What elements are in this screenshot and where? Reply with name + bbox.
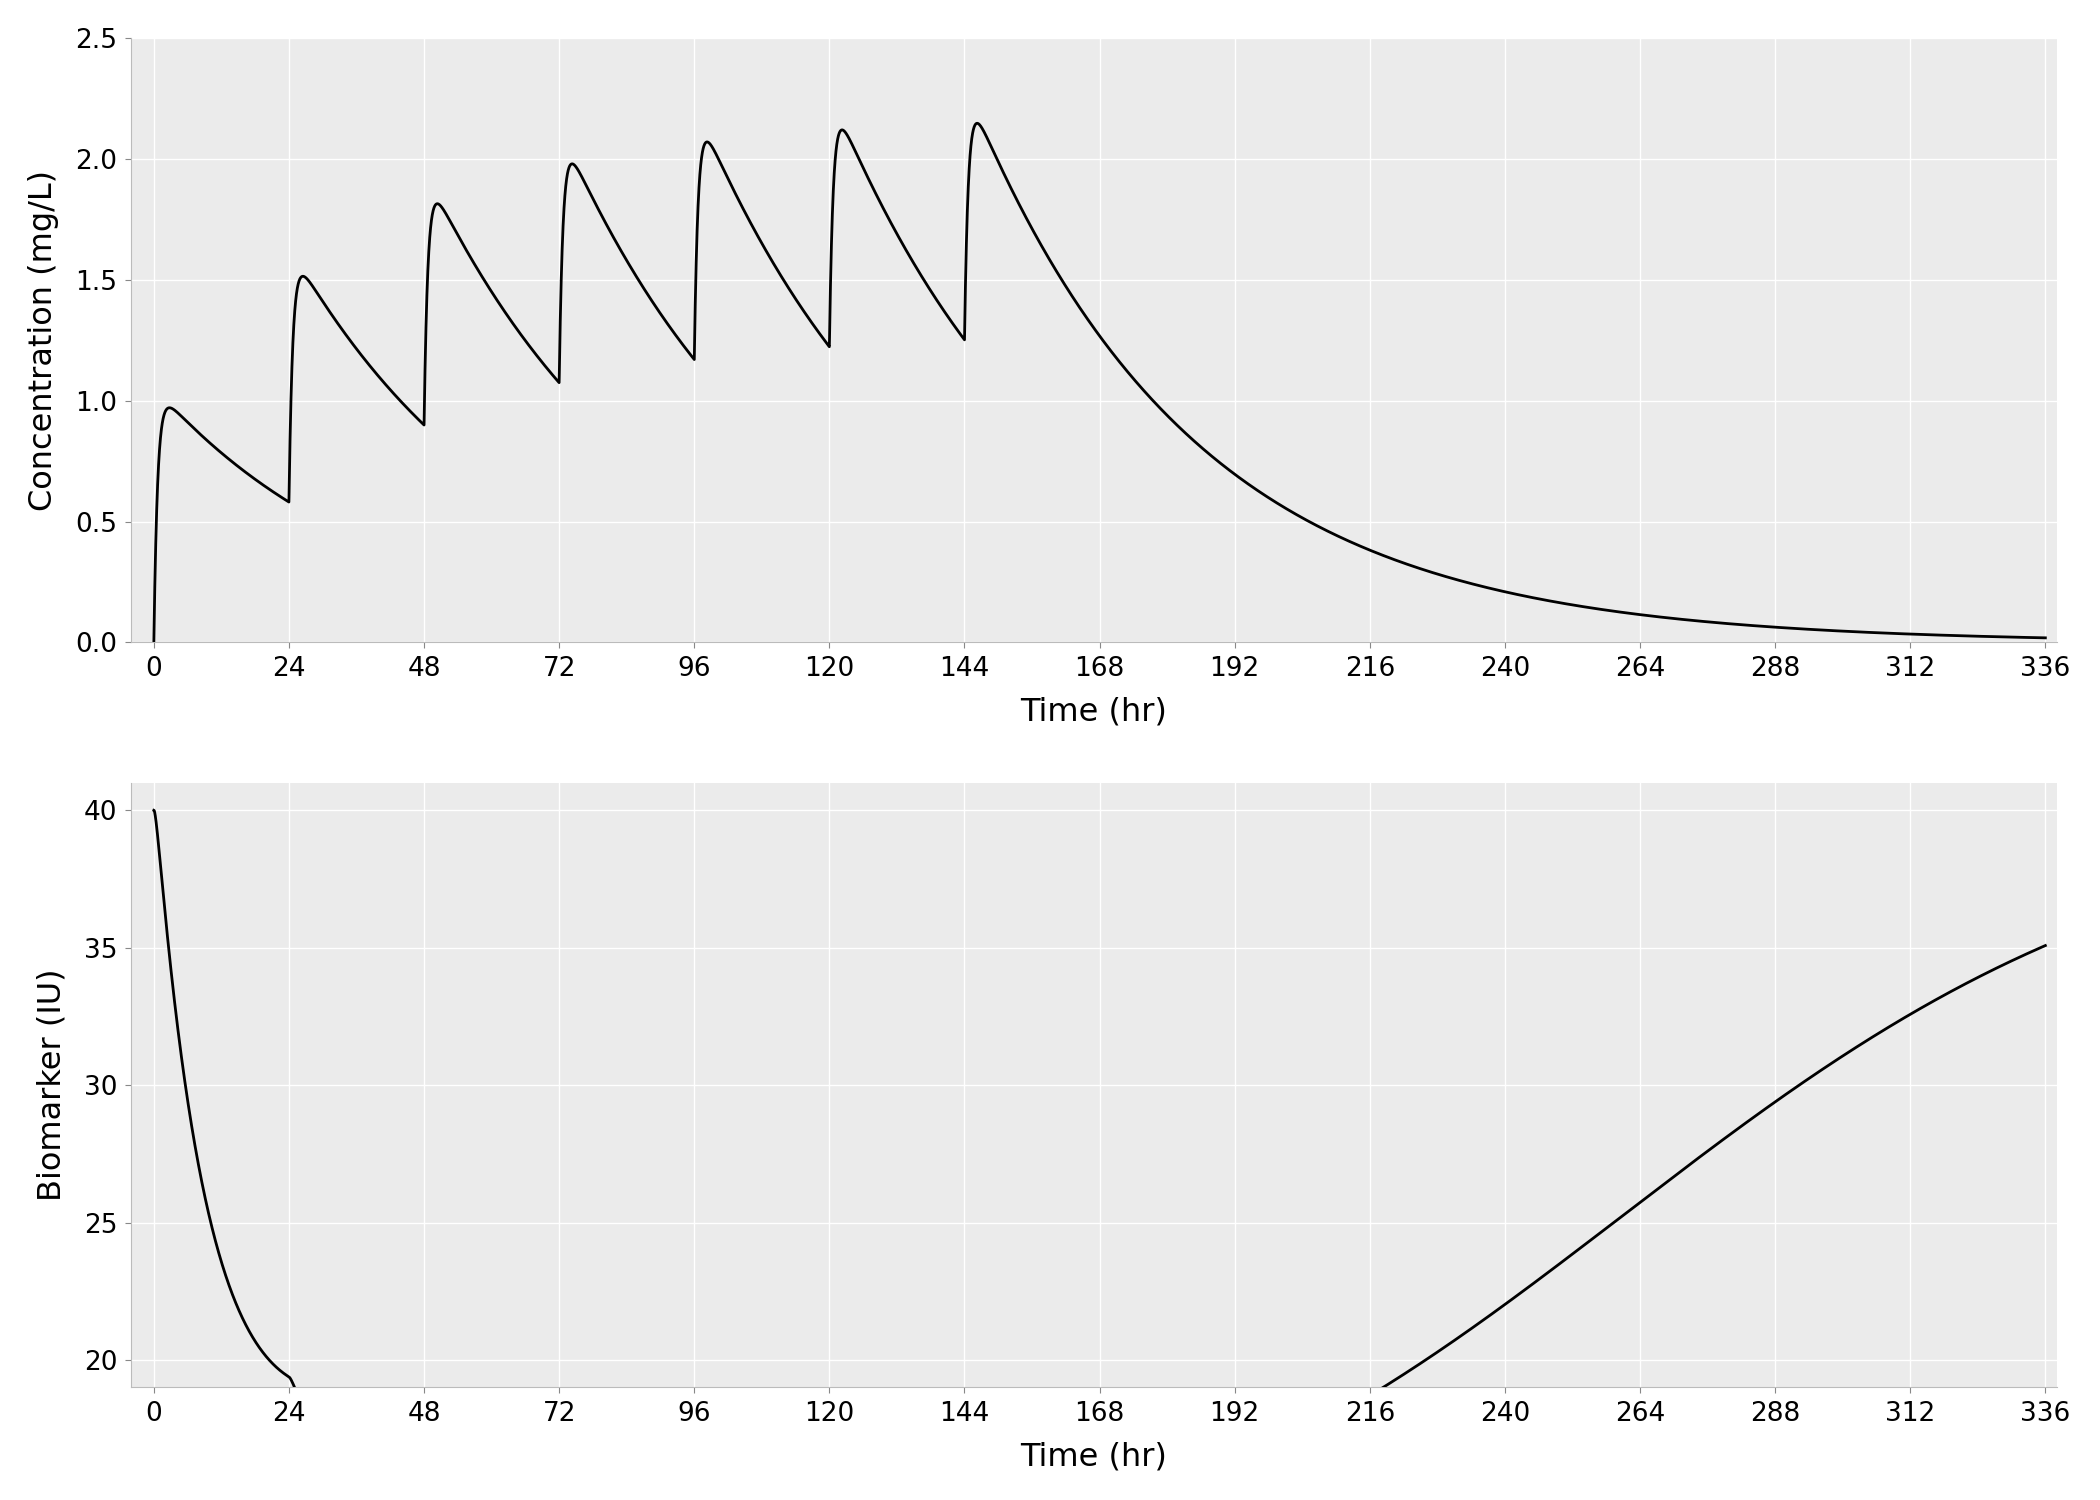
Y-axis label: Concentration (mg/L): Concentration (mg/L): [27, 170, 59, 510]
X-axis label: Time (hr): Time (hr): [1021, 1442, 1168, 1472]
Y-axis label: Biomarker (IU): Biomarker (IU): [36, 969, 67, 1202]
X-axis label: Time (hr): Time (hr): [1021, 696, 1168, 728]
